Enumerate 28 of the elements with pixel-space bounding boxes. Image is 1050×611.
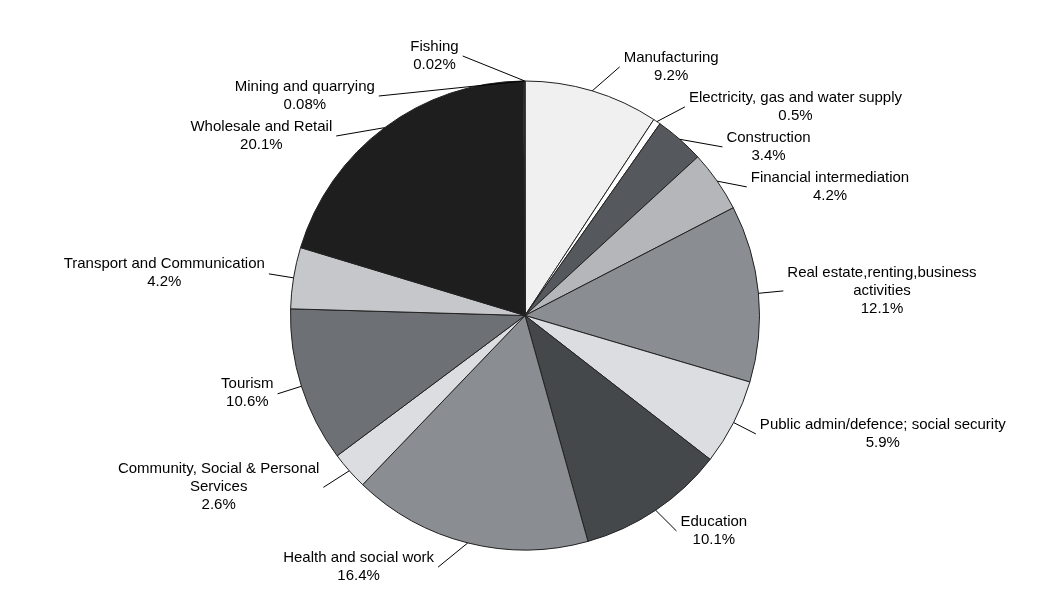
slice-label: Mining and quarrying [234, 76, 375, 94]
data-label: 0.08% [283, 94, 327, 112]
slice-label: Tourism [221, 374, 274, 392]
data-label: 3.4% [751, 145, 786, 163]
data-label: 20.1% [240, 134, 283, 152]
data-label: 9.2% [654, 65, 689, 83]
data-label: 10.1% [692, 529, 736, 547]
slice-label: Electricity, gas and water supply [688, 87, 903, 105]
slice-label: Construction [726, 127, 811, 145]
slice-label: Education [680, 511, 748, 529]
slice-label: Financial intermediation [750, 167, 910, 185]
data-label: 12.1% [860, 298, 904, 316]
data-label: 10.6% [226, 392, 269, 410]
slice-label: Community, Social & Personal Services [117, 458, 320, 494]
data-label: 5.9% [865, 432, 900, 450]
data-label: 4.2% [812, 185, 848, 203]
data-label: 4.2% [147, 272, 182, 290]
data-label: 16.4% [337, 565, 380, 583]
slice-label: Public admin/defence; social security [759, 414, 1007, 432]
slice-label: Fishing [410, 36, 459, 54]
slice-label: Manufacturing [623, 47, 719, 65]
data-label: 2.6% [201, 494, 236, 512]
data-label: 0.02% [413, 54, 456, 72]
slice-label: Health and social work [283, 547, 435, 565]
slice-label: Transport and Communication [63, 254, 265, 272]
data-label: 0.5% [778, 105, 813, 123]
slice-label: Wholesale and Retail [190, 116, 333, 134]
slice-label: Real estate,renting,business activities [787, 262, 977, 298]
